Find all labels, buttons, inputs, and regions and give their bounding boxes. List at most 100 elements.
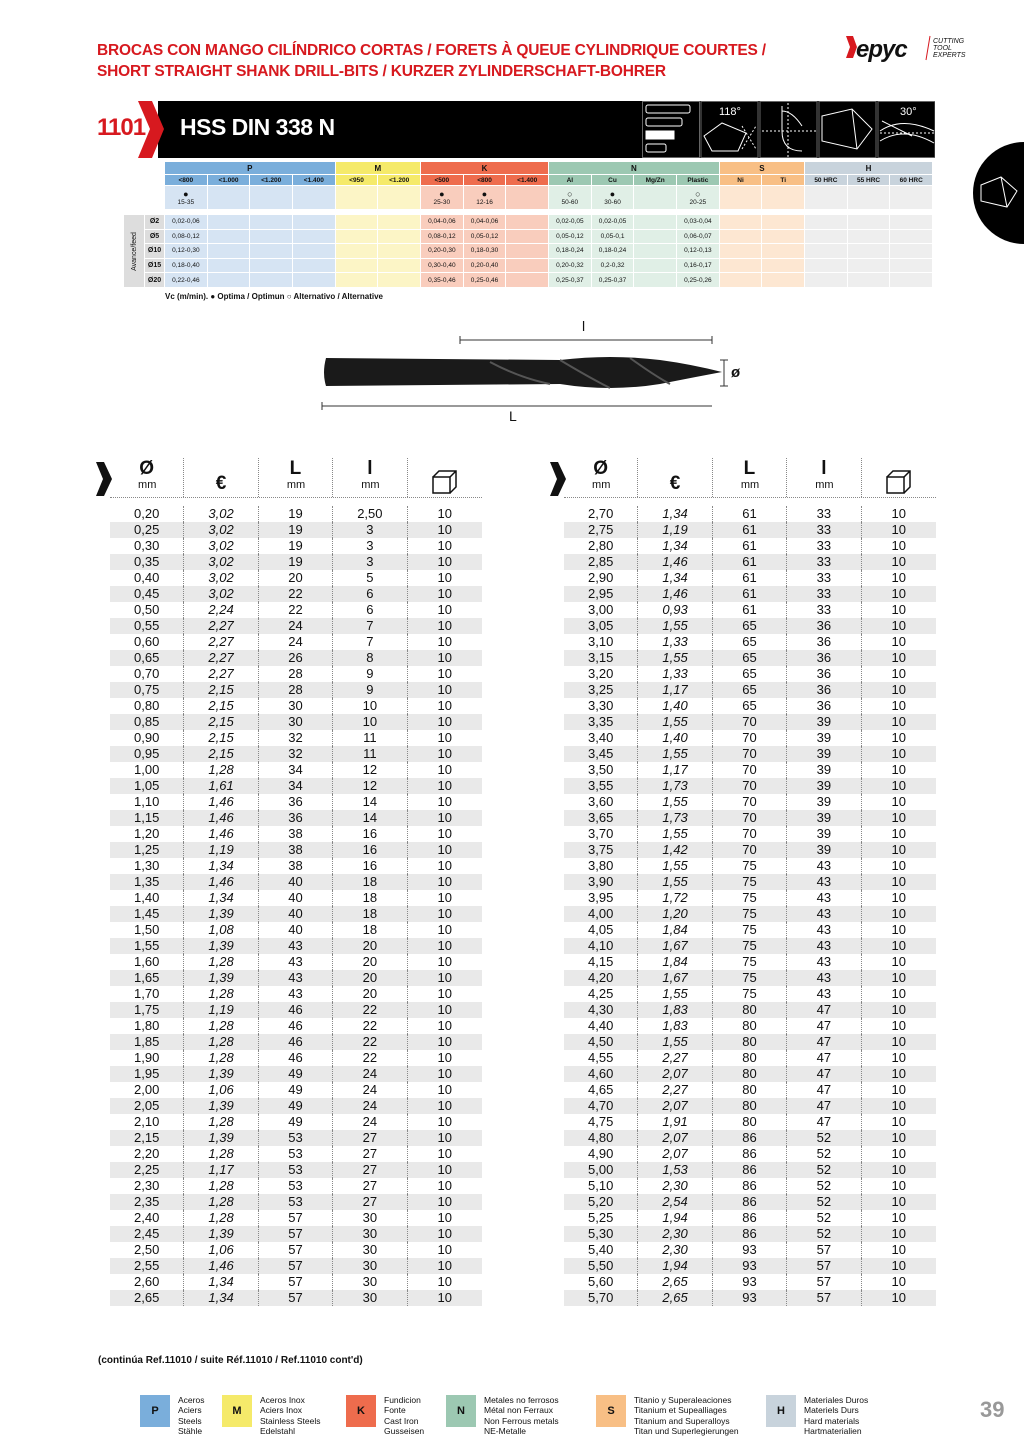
legend-line: Aceros [178, 1395, 205, 1405]
flute-length: 6 [333, 586, 408, 602]
header-unit: mm [286, 479, 306, 491]
table-row: 5,25 1,94 86 52 10 [564, 1210, 936, 1226]
table-row: 4,75 1,91 80 47 10 [564, 1114, 936, 1130]
table-row: 2,75 1,19 61 33 10 [564, 522, 936, 538]
legend-item-K: K Fundicion Fonte Cast Iron Gusseisen [346, 1395, 424, 1436]
feed-cell: 0,18-0,24 [549, 244, 592, 259]
feed-cell: 0,22-0,46 [165, 273, 208, 288]
feed-cell: 0,35-0,46 [421, 273, 464, 288]
table-row: 4,00 1,20 75 43 10 [564, 906, 936, 922]
table-row: 1,35 1,46 40 18 10 [110, 874, 482, 890]
flute-length: 47 [787, 1002, 862, 1018]
legend-line: Titanio y Superaleaciones [634, 1395, 732, 1405]
total-length: 61 [713, 522, 788, 538]
flute-length: 57 [787, 1290, 862, 1306]
total-length: 70 [713, 762, 788, 778]
price: 2,27 [184, 634, 259, 650]
legend-text: Aceros Inox Aciers Inox Stainless Steels Ed… [260, 1395, 320, 1436]
price: 1,40 [638, 730, 713, 746]
section-tab-drill[interactable] [973, 142, 1024, 244]
diameter: 4,60 [564, 1066, 639, 1082]
total-length: 30 [259, 698, 334, 714]
diameter: 1,30 [110, 858, 185, 874]
feed-cell [762, 258, 806, 274]
total-length: 46 [259, 1034, 334, 1050]
flute-length: 22 [333, 1050, 408, 1066]
total-length: 43 [259, 986, 334, 1002]
feed-diameter: Ø5 [145, 229, 165, 245]
diameter: 1,95 [110, 1066, 185, 1082]
feed-cell [250, 258, 293, 274]
feed-cell [890, 215, 934, 230]
feed-cell [250, 229, 293, 245]
table-row: 2,10 1,28 49 24 10 [110, 1114, 482, 1130]
diameter: 2,70 [564, 506, 639, 522]
diameter: 2,50 [110, 1242, 185, 1258]
material-subgroup: <1.400 [293, 175, 336, 186]
pack-qty: 10 [891, 538, 906, 553]
flute-length: 43 [787, 922, 862, 938]
pack-qty: 10 [891, 954, 906, 969]
material-subgroup: Al [549, 175, 592, 186]
table-row: 1,00 1,28 34 12 10 [110, 762, 482, 778]
pack-qty: 10 [437, 730, 452, 745]
total-length: 86 [713, 1226, 788, 1242]
feed-cell: 0,05-0,1 [591, 229, 635, 245]
diameter: 1,55 [110, 938, 185, 954]
price: 2,24 [184, 602, 259, 618]
price: 1,28 [184, 986, 259, 1002]
diameter: 4,80 [564, 1130, 639, 1146]
drill-tip-icon [980, 176, 1018, 208]
table-row: 3,65 1,73 70 39 10 [564, 810, 936, 826]
pack-qty: 10 [437, 746, 452, 761]
pack-qty: 10 [891, 698, 906, 713]
pack-qty: 10 [437, 682, 452, 697]
table-row: 5,00 1,53 86 52 10 [564, 1162, 936, 1178]
total-length: 86 [713, 1210, 788, 1226]
pack-qty: 10 [891, 938, 906, 953]
pack-qty: 10 [891, 1162, 906, 1177]
feed-cell: 0,12-0,13 [677, 244, 720, 259]
vc-cell [250, 186, 293, 210]
pack-qty: 10 [437, 1018, 452, 1033]
table-row: 1,75 1,19 46 22 10 [110, 1002, 482, 1018]
pack-qty: 10 [437, 1034, 452, 1049]
flute-length: 36 [787, 634, 862, 650]
material-group-P: P [165, 162, 336, 175]
diameter: 5,70 [564, 1290, 639, 1306]
total-length: 43 [259, 970, 334, 986]
feed-cell [506, 244, 550, 259]
vc-cell: ● 12-16 [463, 186, 507, 210]
table-row: 5,20 2,54 86 52 10 [564, 1194, 936, 1210]
legend-swatch: P [140, 1395, 170, 1427]
table-row: 0,60 2,27 24 7 10 [110, 634, 482, 650]
price: 2,27 [184, 650, 259, 666]
feed-cell [719, 273, 763, 288]
diameter: 3,40 [564, 730, 639, 746]
flute-length: 12 [333, 762, 408, 778]
pack-qty: 10 [437, 1178, 452, 1193]
feed-cell: 0,02-0,05 [591, 215, 635, 230]
diameter: 2,25 [110, 1162, 185, 1178]
column-header-3: l mm [787, 458, 862, 497]
table-row: 3,95 1,72 75 43 10 [564, 890, 936, 906]
vc-cell [506, 186, 550, 210]
diameter: 1,20 [110, 826, 185, 842]
pack-qty: 10 [891, 906, 906, 921]
feed-cell [378, 273, 421, 288]
pack-qty: 10 [891, 1242, 906, 1257]
feed-cell: 0,20-0,30 [421, 244, 464, 259]
total-length: 49 [259, 1098, 334, 1114]
feed-cell [207, 273, 251, 288]
flute-length: 6 [333, 602, 408, 618]
price: 1,55 [638, 986, 713, 1002]
table-row: 5,60 2,65 93 57 10 [564, 1274, 936, 1290]
diameter: 2,75 [564, 522, 639, 538]
price: 2,07 [638, 1130, 713, 1146]
total-length: 46 [259, 1018, 334, 1034]
diameter: 4,25 [564, 986, 639, 1002]
total-length: 53 [259, 1178, 334, 1194]
feed-cell [890, 244, 934, 259]
table-row: 4,40 1,83 80 47 10 [564, 1018, 936, 1034]
